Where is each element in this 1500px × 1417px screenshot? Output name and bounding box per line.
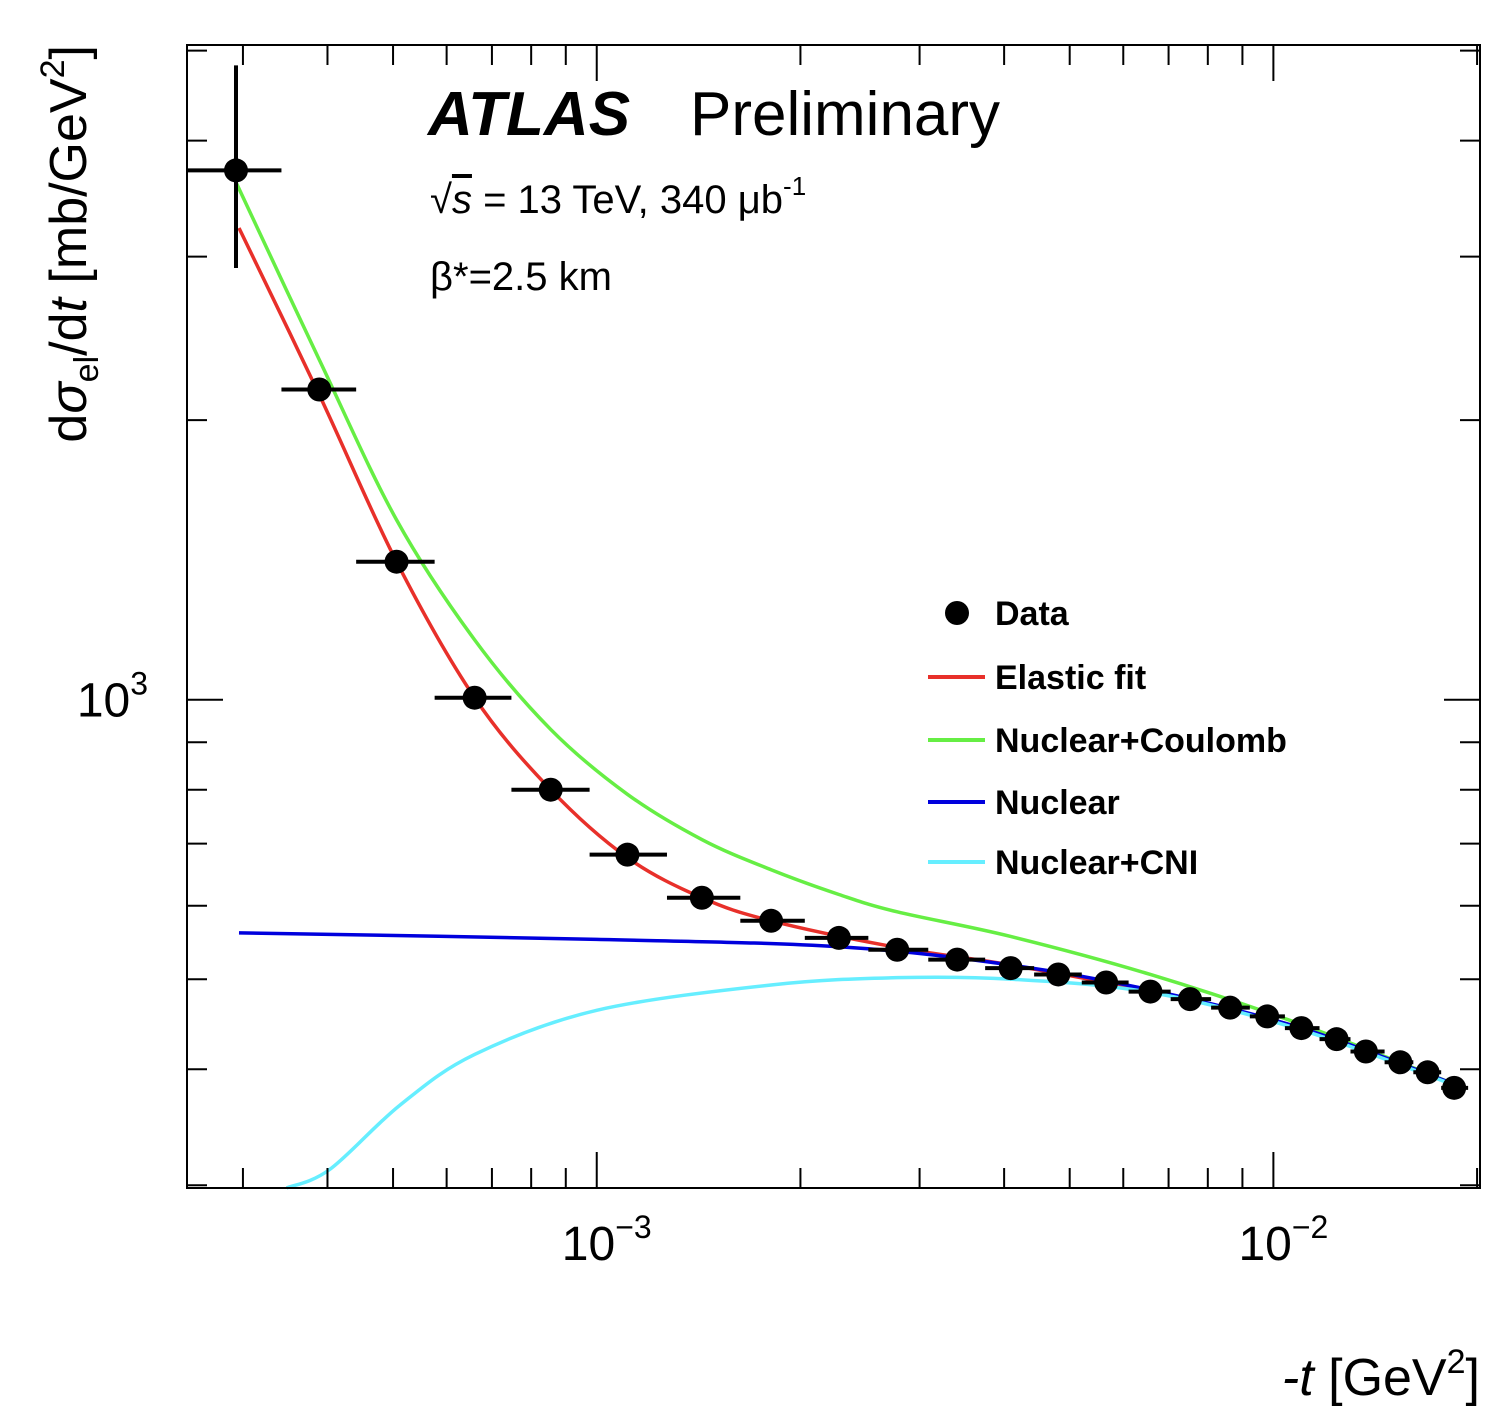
data-point [740, 908, 805, 933]
data-point [356, 549, 435, 574]
data-marker [384, 549, 409, 574]
data-marker [1178, 987, 1203, 1012]
legend-item: Nuclear+Coulomb [928, 722, 1287, 760]
data-marker [759, 908, 784, 933]
legend-label: Nuclear+CNI [995, 844, 1198, 882]
x-axis-label: -t [GeV2] [1282, 1343, 1480, 1407]
data-point [1034, 962, 1082, 987]
data-marker [1046, 962, 1071, 987]
curve-nuclear-coulomb [234, 181, 1457, 1087]
data-marker [1353, 1039, 1378, 1064]
legend-item: Data [945, 595, 1070, 633]
data-point [1319, 1027, 1351, 1052]
legend-label: Nuclear+Coulomb [995, 722, 1287, 760]
data-point [1413, 1060, 1442, 1085]
data-point [666, 885, 741, 910]
data-marker [1289, 1016, 1314, 1041]
data-point [281, 377, 357, 402]
data-marker [462, 685, 487, 710]
data-points [187, 65, 1469, 1100]
data-marker [1415, 1060, 1440, 1085]
curves [234, 181, 1457, 1190]
legend-label: Elastic fit [995, 659, 1146, 697]
data-marker [615, 842, 640, 867]
data-point [1441, 1075, 1469, 1100]
y-axis-label: dσel/dt [mb/GeV2] [34, 45, 106, 443]
data-marker [826, 925, 851, 950]
x-tick-label: 10−2 [1238, 1209, 1328, 1271]
data-point [589, 842, 667, 867]
data-marker [885, 937, 910, 962]
data-point [1211, 995, 1250, 1020]
data-point [1128, 979, 1171, 1004]
data-marker [223, 158, 248, 183]
data-point [868, 937, 929, 962]
data-point [1249, 1004, 1285, 1029]
data-point [1350, 1039, 1385, 1064]
data-point [804, 925, 869, 950]
data-marker [1094, 970, 1119, 995]
data-point [187, 65, 282, 268]
tick-labels: 10−3 10−2 103 [77, 666, 1329, 1271]
data-marker [945, 947, 970, 972]
energy-lumi-label: √s = 13 TeV, 340 μb-1 [430, 171, 806, 222]
data-point [1384, 1050, 1414, 1075]
legend-label: Nuclear [995, 784, 1120, 822]
plot-frame [186, 44, 1481, 1189]
legend-item: Elastic fit [928, 659, 1146, 697]
legend-marker [945, 601, 969, 625]
data-point [1284, 1016, 1320, 1041]
data-marker [1388, 1050, 1413, 1075]
data-marker [998, 956, 1023, 981]
x-tick-label: 10−3 [562, 1209, 652, 1271]
legend-label: Data [995, 595, 1070, 633]
curve-nuclear-cni [285, 975, 1457, 1190]
data-marker [689, 885, 714, 910]
data-point [985, 956, 1035, 981]
data-marker [1442, 1075, 1467, 1100]
data-marker [1324, 1027, 1349, 1052]
data-marker [307, 377, 332, 402]
y-tick-label: 103 [77, 666, 148, 728]
status-label: Preliminary [690, 80, 1000, 149]
axis-ticks [187, 45, 1480, 1188]
data-marker [1138, 979, 1163, 1004]
experiment-label: ATLAS [426, 80, 630, 149]
legend: Data Elastic fit Nuclear+Coulomb Nuclear Nuc… [928, 595, 1287, 882]
data-marker [1255, 1004, 1280, 1029]
curve-elastic-fit [237, 227, 1457, 1087]
beta-label: β*=2.5 km [430, 255, 612, 299]
data-point [511, 777, 590, 802]
legend-item: Nuclear [928, 784, 1120, 822]
data-point [1170, 987, 1212, 1012]
data-point [1081, 970, 1129, 995]
data-point [434, 685, 512, 710]
legend-item: Nuclear+CNI [928, 844, 1198, 882]
data-point [928, 947, 986, 972]
data-marker [538, 777, 563, 802]
data-marker [1218, 995, 1243, 1020]
